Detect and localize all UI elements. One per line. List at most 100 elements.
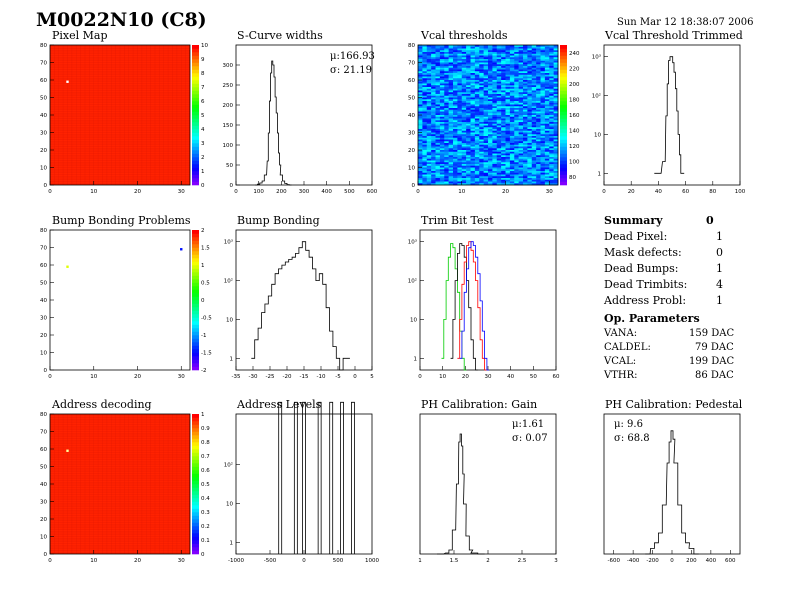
y-tick-label: 0	[44, 552, 48, 558]
x-tick-label: 20	[462, 374, 469, 380]
ph-pedestal-title: PH Calibration: Pedestal	[605, 398, 743, 411]
colorbar-cell	[192, 108, 199, 112]
colorbar-label: 0.5	[201, 281, 210, 287]
colorbar-cell	[560, 104, 567, 109]
y-tick-label: 60	[408, 78, 415, 84]
colorbar-cell	[560, 153, 567, 158]
scurve-widths-chart: 0 100 200 300 400 500 600 0 50 100 150 200 250 300	[223, 44, 378, 195]
x-tick-label: 0	[48, 189, 52, 195]
y-tick-label: 20	[40, 148, 47, 154]
y-tick-label: 10³	[408, 239, 417, 246]
colorbar-cell	[192, 181, 199, 186]
colorbar-cell	[192, 547, 199, 551]
plot-frame	[49, 229, 191, 371]
colorbar-cell	[192, 265, 199, 269]
vcal-thresholds-title: Vcal thresholds	[421, 29, 508, 42]
y-tick-label: 300	[223, 63, 234, 69]
scurve-sigma: σ: 21.19	[330, 65, 373, 76]
colorbar-label: 1	[201, 169, 205, 175]
colorbar-label: -1	[201, 333, 206, 339]
colorbar-cell	[192, 160, 199, 165]
colorbar-label: 0.1	[201, 538, 210, 544]
colorbar-cell	[192, 59, 199, 63]
histogram-line	[654, 56, 685, 174]
heatmap-point	[66, 449, 69, 452]
ph-gain-sigma: σ: 0.07	[512, 433, 548, 444]
colorbar-cell	[192, 164, 199, 168]
colorbar-label: 7	[201, 85, 205, 91]
y-tick-label: 20	[40, 333, 47, 339]
colorbar-cell	[192, 338, 199, 343]
histogram-peak	[302, 401, 306, 554]
colorbar-label: 4	[201, 127, 205, 133]
colorbar-cell	[192, 417, 199, 422]
x-tick-label: -35	[232, 374, 241, 380]
colorbar-cell	[192, 359, 199, 364]
colorbar-cell	[560, 73, 567, 77]
y-tick-label: 10²	[408, 278, 417, 285]
y-tick-label: 10	[40, 535, 47, 541]
colorbar-label: 1	[201, 263, 205, 269]
y-tick-label: 50	[408, 96, 415, 102]
summary-panel: Summary 0 Dead Pixel: 1 Mask defects: 0 …	[604, 214, 754, 384]
x-tick-label: -10	[317, 374, 326, 380]
x-tick-label: 100	[735, 189, 746, 195]
colorbar-cell	[560, 115, 567, 119]
bump-problems-chart: 0 10 20 30 0 10 20 30 40 50 60 70 80 -2 -1.5 -1 -0.5 0 0.5…	[40, 228, 212, 380]
colorbar-cell	[192, 421, 199, 425]
colorbar-label: 180	[569, 97, 580, 103]
colorbar-cell	[192, 449, 199, 453]
colorbar-cell	[192, 45, 199, 49]
colorbar-cell	[192, 254, 199, 259]
colorbar-cell	[560, 150, 567, 154]
vcal-trimmed-chart: 0 20 40 60 80 100 1 10 10² 10³	[592, 44, 746, 195]
op-param-label: VANA:	[604, 328, 638, 339]
colorbar-cell	[192, 286, 199, 290]
colorbar-cell	[192, 174, 199, 179]
colorbar-label: 10	[201, 43, 208, 49]
colorbar-cell	[560, 139, 567, 144]
colorbar-cell	[192, 167, 199, 172]
histogram-series	[441, 243, 467, 371]
x-tick-label: -1000	[228, 558, 244, 564]
y-tick-label: 10	[408, 166, 415, 172]
histogram-line	[437, 433, 485, 555]
colorbar-cell	[192, 331, 199, 336]
histogram-line	[645, 430, 699, 555]
colorbar-cell	[192, 261, 199, 266]
y-tick-label: 10³	[224, 239, 233, 246]
ph-pedestal-chart: -600 -400 -200 0 200 400 600	[603, 413, 741, 564]
y-tick-label: 80	[408, 43, 415, 49]
y-tick-label: 40	[40, 113, 47, 119]
ph-gain-mean: μ:1.61	[512, 419, 545, 430]
colorbar-cell	[192, 268, 199, 273]
x-tick-label: 0	[302, 558, 306, 564]
address-levels-title: Address Levels	[237, 398, 322, 411]
colorbar-cell	[192, 314, 199, 318]
colorbar-cell	[192, 97, 199, 102]
histogram-series	[457, 241, 487, 371]
y-tick-label: 10	[226, 501, 233, 507]
colorbar-cell	[192, 157, 199, 161]
histogram-peak	[317, 401, 322, 554]
colorbar-cell	[192, 543, 199, 548]
colorbar-cell	[560, 97, 567, 102]
colorbar-cell	[192, 233, 199, 238]
y-tick-label: 20	[40, 517, 47, 523]
y-tick-label: 10	[40, 166, 47, 172]
ph-gain-stats: μ:1.61 σ: 0.07	[512, 418, 548, 446]
colorbar-cell	[560, 48, 567, 53]
colorbar-cell	[192, 494, 199, 499]
x-tick-label: 20	[134, 374, 141, 380]
y-tick-label: 100	[223, 143, 234, 149]
colorbar-cell	[192, 335, 199, 339]
colorbar-cell	[192, 550, 199, 555]
summary-row-label: Dead Bumps:	[604, 262, 679, 275]
x-tick-label: 30	[178, 558, 185, 564]
y-tick-label: 60	[40, 78, 47, 84]
colorbar-label: 0.4	[201, 496, 210, 502]
y-tick-label: 40	[40, 482, 47, 488]
colorbar-cell	[192, 87, 199, 91]
histogram-peak	[329, 401, 334, 554]
x-tick-label: -25	[266, 374, 275, 380]
